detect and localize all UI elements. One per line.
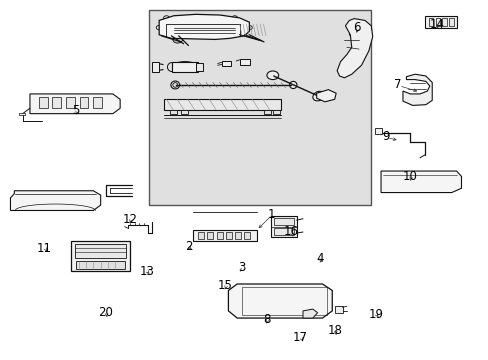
- Bar: [216, 232, 222, 239]
- Bar: [264, 110, 270, 114]
- Text: 13: 13: [139, 265, 154, 278]
- Bar: [271, 216, 296, 237]
- Text: 5: 5: [72, 104, 80, 117]
- Bar: [207, 232, 213, 239]
- Text: 19: 19: [368, 308, 383, 321]
- Polygon shape: [228, 284, 331, 318]
- Bar: [80, 97, 88, 108]
- Polygon shape: [159, 14, 249, 40]
- Polygon shape: [380, 171, 461, 193]
- Bar: [225, 232, 231, 239]
- Polygon shape: [336, 19, 372, 78]
- Bar: [71, 241, 130, 271]
- Bar: [93, 97, 102, 108]
- Ellipse shape: [167, 63, 176, 72]
- Bar: [435, 18, 439, 26]
- Ellipse shape: [171, 62, 198, 72]
- Polygon shape: [303, 309, 317, 318]
- Bar: [374, 128, 382, 134]
- Text: 3: 3: [238, 261, 245, 274]
- Bar: [428, 18, 432, 26]
- Bar: [235, 232, 241, 239]
- Ellipse shape: [259, 310, 268, 315]
- Bar: [76, 261, 125, 269]
- Bar: [152, 62, 158, 72]
- Ellipse shape: [259, 296, 278, 307]
- Bar: [274, 218, 293, 225]
- Text: 4: 4: [316, 252, 323, 265]
- Text: 18: 18: [326, 324, 342, 337]
- Bar: [66, 97, 75, 108]
- Polygon shape: [10, 191, 101, 211]
- Ellipse shape: [172, 83, 177, 87]
- Bar: [242, 287, 327, 315]
- Polygon shape: [30, 94, 120, 114]
- Ellipse shape: [288, 297, 303, 306]
- Bar: [52, 97, 61, 108]
- Ellipse shape: [289, 81, 296, 89]
- Text: 11: 11: [37, 242, 52, 255]
- Bar: [149, 10, 370, 205]
- Text: 16: 16: [283, 225, 298, 238]
- Text: 10: 10: [402, 170, 417, 183]
- Bar: [221, 61, 231, 66]
- Bar: [181, 110, 187, 114]
- Bar: [19, 113, 25, 116]
- Bar: [163, 99, 281, 110]
- Bar: [198, 232, 203, 239]
- Polygon shape: [316, 90, 335, 102]
- Bar: [272, 110, 279, 114]
- Text: 17: 17: [292, 331, 307, 344]
- Bar: [244, 232, 250, 239]
- Polygon shape: [402, 74, 431, 105]
- Bar: [448, 18, 453, 26]
- Text: 7: 7: [393, 78, 401, 91]
- Text: 1: 1: [267, 208, 275, 221]
- Bar: [39, 97, 47, 108]
- Bar: [170, 110, 177, 114]
- Text: 15: 15: [217, 279, 232, 292]
- Text: 8: 8: [262, 313, 269, 327]
- Ellipse shape: [170, 81, 179, 89]
- Bar: [75, 244, 126, 258]
- Circle shape: [172, 36, 182, 43]
- Bar: [239, 59, 250, 65]
- Circle shape: [266, 71, 278, 80]
- Text: 9: 9: [382, 130, 389, 144]
- Text: 2: 2: [184, 240, 192, 253]
- Bar: [193, 230, 256, 241]
- Text: 6: 6: [352, 21, 360, 34]
- Text: 20: 20: [98, 306, 113, 319]
- Bar: [442, 18, 446, 26]
- Bar: [424, 16, 456, 28]
- Text: 14: 14: [429, 18, 444, 31]
- Bar: [274, 228, 293, 235]
- Ellipse shape: [312, 91, 324, 101]
- Circle shape: [348, 30, 358, 37]
- Bar: [171, 62, 198, 72]
- Bar: [334, 306, 342, 313]
- Text: 12: 12: [122, 213, 137, 226]
- Bar: [195, 63, 203, 71]
